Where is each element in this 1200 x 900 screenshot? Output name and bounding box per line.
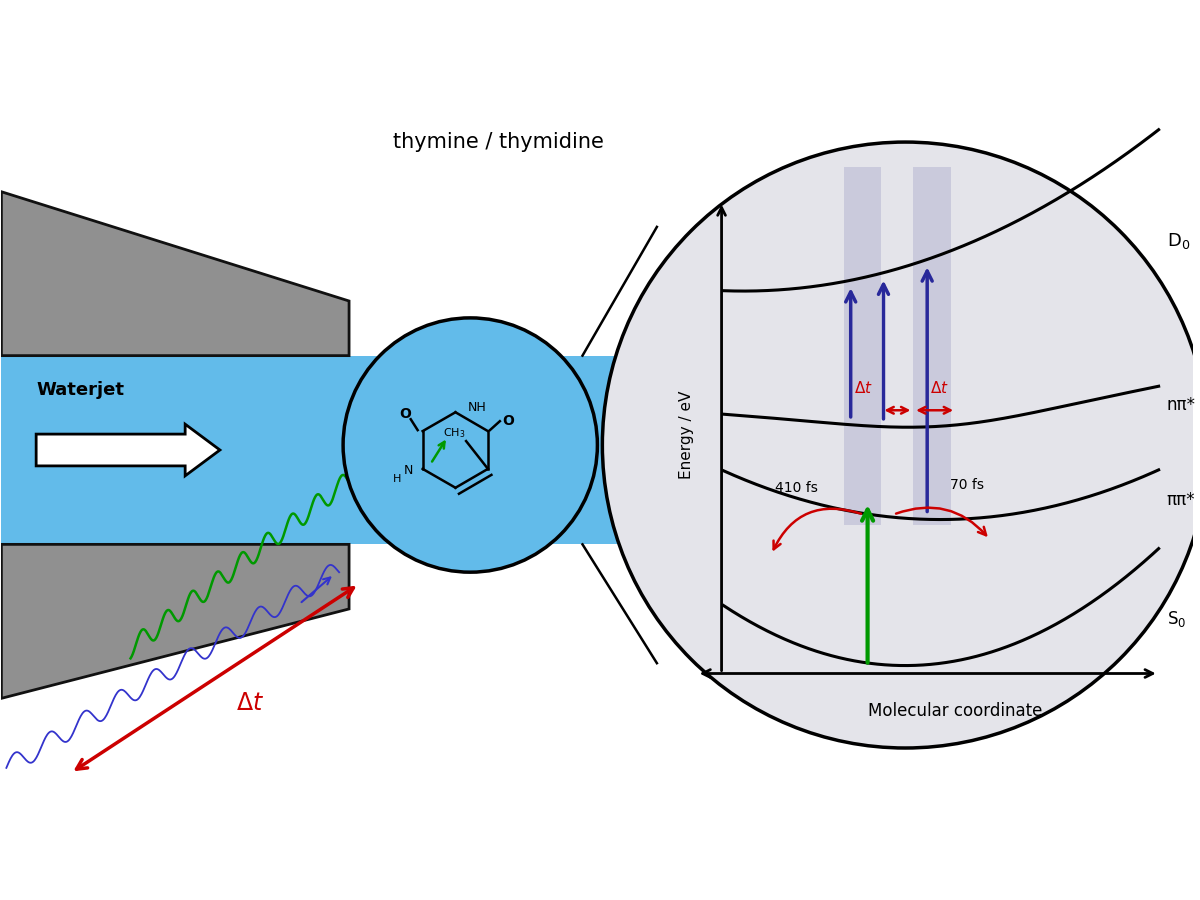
Text: O: O	[398, 407, 410, 421]
Text: $\Delta t$: $\Delta t$	[235, 692, 264, 715]
Polygon shape	[1, 192, 349, 356]
Text: O: O	[502, 414, 514, 428]
Text: Waterjet: Waterjet	[36, 382, 124, 400]
Circle shape	[343, 318, 598, 572]
Text: S$_0$: S$_0$	[1166, 609, 1186, 629]
Text: $\Delta t$: $\Delta t$	[854, 381, 874, 396]
Bar	[913, 166, 952, 525]
Circle shape	[602, 142, 1200, 748]
Text: nπ*: nπ*	[1166, 396, 1195, 414]
Text: 70 fs: 70 fs	[950, 478, 984, 491]
Text: D$_0$: D$_0$	[1166, 231, 1190, 251]
Polygon shape	[1, 544, 349, 698]
Text: H: H	[392, 473, 401, 484]
Text: thymine / thymidine: thymine / thymidine	[392, 132, 604, 152]
Text: Energy / eV: Energy / eV	[679, 391, 695, 480]
Text: ππ*: ππ*	[1166, 491, 1195, 508]
Text: $\Delta t$: $\Delta t$	[930, 381, 948, 396]
Text: Molecular coordinate: Molecular coordinate	[868, 702, 1042, 720]
Bar	[844, 166, 882, 525]
Text: CH$_3$: CH$_3$	[443, 427, 466, 440]
Text: NH: NH	[467, 400, 486, 414]
Text: 410 fs: 410 fs	[775, 481, 817, 495]
FancyArrow shape	[36, 424, 220, 476]
Bar	[1, 356, 617, 544]
Text: N: N	[403, 464, 413, 477]
